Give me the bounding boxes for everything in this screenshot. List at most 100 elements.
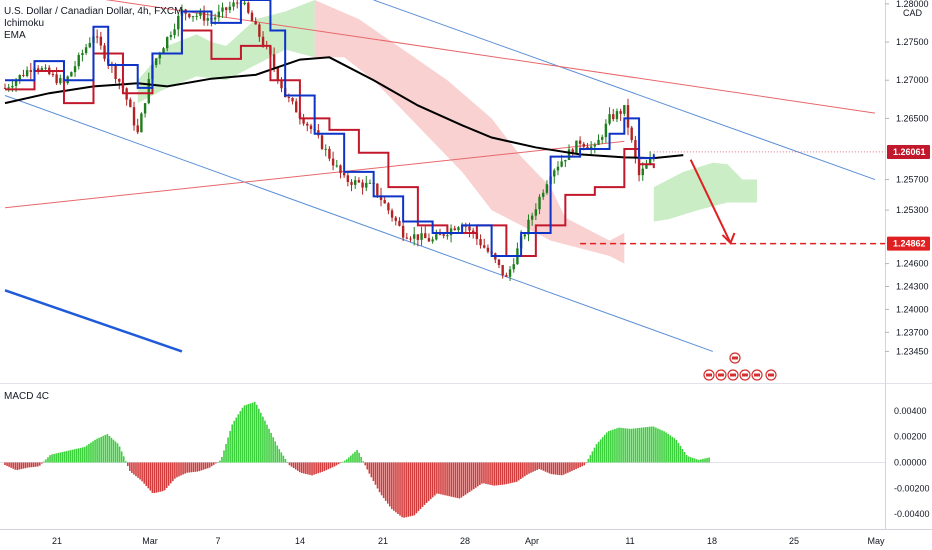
macd-bar <box>300 462 303 474</box>
candle-body <box>416 234 420 240</box>
macd-bar <box>603 434 606 463</box>
macd-bar <box>378 462 381 493</box>
macd-bar <box>73 449 76 463</box>
macd-bar <box>483 462 485 484</box>
macd-bar <box>599 439 602 463</box>
candle-body <box>453 228 456 231</box>
candle-body <box>243 2 246 5</box>
candle-body <box>29 70 33 72</box>
candle-body <box>59 78 62 84</box>
candle-body <box>287 97 291 99</box>
macd-bar <box>233 420 236 463</box>
channel-lower-line[interactable] <box>4 95 713 352</box>
macd-bar <box>503 462 506 485</box>
macd-bar <box>321 462 324 472</box>
macd-bar <box>550 462 553 475</box>
candle-body <box>14 80 18 86</box>
macd-bar <box>325 462 328 471</box>
macd-bar <box>131 462 133 473</box>
macd-bar <box>556 462 559 475</box>
candle-body <box>40 68 44 71</box>
candle-body <box>468 226 471 231</box>
candle-body <box>575 140 578 154</box>
candle-body <box>81 53 84 56</box>
macd-bar <box>388 462 391 507</box>
macd-bar <box>237 414 240 463</box>
macd-bar <box>61 452 64 463</box>
macd-bar <box>323 462 326 472</box>
time-tick-label: 7 <box>215 536 220 546</box>
price-tick-label: 1.23450 <box>896 346 929 356</box>
event-flags[interactable] <box>703 352 777 381</box>
macd-bar <box>38 462 41 466</box>
macd-bar <box>470 462 473 491</box>
macd-bar <box>397 462 399 514</box>
currency-label: CAD <box>903 8 923 18</box>
macd-bar <box>534 462 536 471</box>
price-axis[interactable]: 1.28000 1.27500 1.27000 1.26500 1.25700 1.253… <box>885 0 930 356</box>
candle-body <box>280 80 283 89</box>
forecast-arrow[interactable] <box>689 159 732 244</box>
blue-trend-line[interactable] <box>4 289 183 353</box>
candle-body <box>302 118 305 124</box>
candle-body <box>99 36 103 46</box>
macd-bar <box>139 462 141 480</box>
candle-body <box>339 165 342 174</box>
macd-bar <box>127 462 129 467</box>
macd-bar <box>182 462 184 475</box>
candle-body <box>103 45 106 59</box>
macd-bar <box>679 445 682 463</box>
candle-body <box>438 234 442 236</box>
candle-body <box>383 200 386 204</box>
macd-legend[interactable]: MACD 4C <box>4 391 49 402</box>
macd-bar <box>558 462 561 476</box>
candle-body <box>324 148 327 150</box>
price-tag[interactable] <box>887 236 930 251</box>
macd-bar <box>24 462 27 469</box>
support-line[interactable] <box>4 140 625 209</box>
macd-bar <box>102 435 105 463</box>
time-tick-label: 18 <box>707 536 717 546</box>
macd-bar <box>235 417 238 463</box>
macd-bar <box>208 462 211 468</box>
macd-bar <box>217 462 219 463</box>
candle-body <box>129 99 132 108</box>
channel-upper-line[interactable] <box>373 0 876 181</box>
macd-bar <box>532 462 534 472</box>
forecast-arrow-head[interactable] <box>721 232 736 245</box>
time-axis[interactable]: 21 Mar 7 14 21 28 Apr 11 18 25 May <box>52 536 885 546</box>
price-tag[interactable] <box>887 144 930 159</box>
ichimoku-legend[interactable]: Ichimoku <box>4 18 44 29</box>
macd-bar <box>429 462 432 500</box>
candle-body <box>545 184 549 193</box>
macd-axis[interactable]: 0.00400 0.00200 0.00000 -0.00200 -0.00400 <box>894 406 930 519</box>
candle-body <box>350 182 353 185</box>
macd-bar <box>26 462 29 468</box>
trend-lines[interactable] <box>4 0 876 353</box>
symbol-title[interactable]: U.S. Dollar / Canadian Dollar, 4h, FXCM <box>4 6 182 17</box>
annotations[interactable] <box>580 151 885 245</box>
macd-pane[interactable] <box>0 385 885 527</box>
macd-bar <box>368 462 371 474</box>
macd-bar <box>67 450 70 463</box>
candle-body <box>508 269 512 277</box>
candle-body <box>390 210 394 218</box>
macd-bar <box>319 462 322 473</box>
resistance-line[interactable] <box>5 0 876 114</box>
ema-legend[interactable]: EMA <box>4 30 26 41</box>
macd-bar <box>491 462 493 486</box>
macd-bar <box>51 454 53 463</box>
price-tag-label: 1.24862 <box>893 239 926 249</box>
macd-bar <box>32 462 35 467</box>
candle-body <box>143 103 147 114</box>
candle-body <box>560 161 563 167</box>
macd-bar <box>399 462 401 516</box>
macd-bar <box>118 446 121 463</box>
macd-bar <box>632 428 635 463</box>
macd-bar <box>333 462 336 467</box>
macd-bar <box>364 462 367 466</box>
candle-body <box>70 72 73 77</box>
candle-body <box>236 2 239 4</box>
candle-body <box>379 195 383 201</box>
candle-body <box>589 146 593 149</box>
